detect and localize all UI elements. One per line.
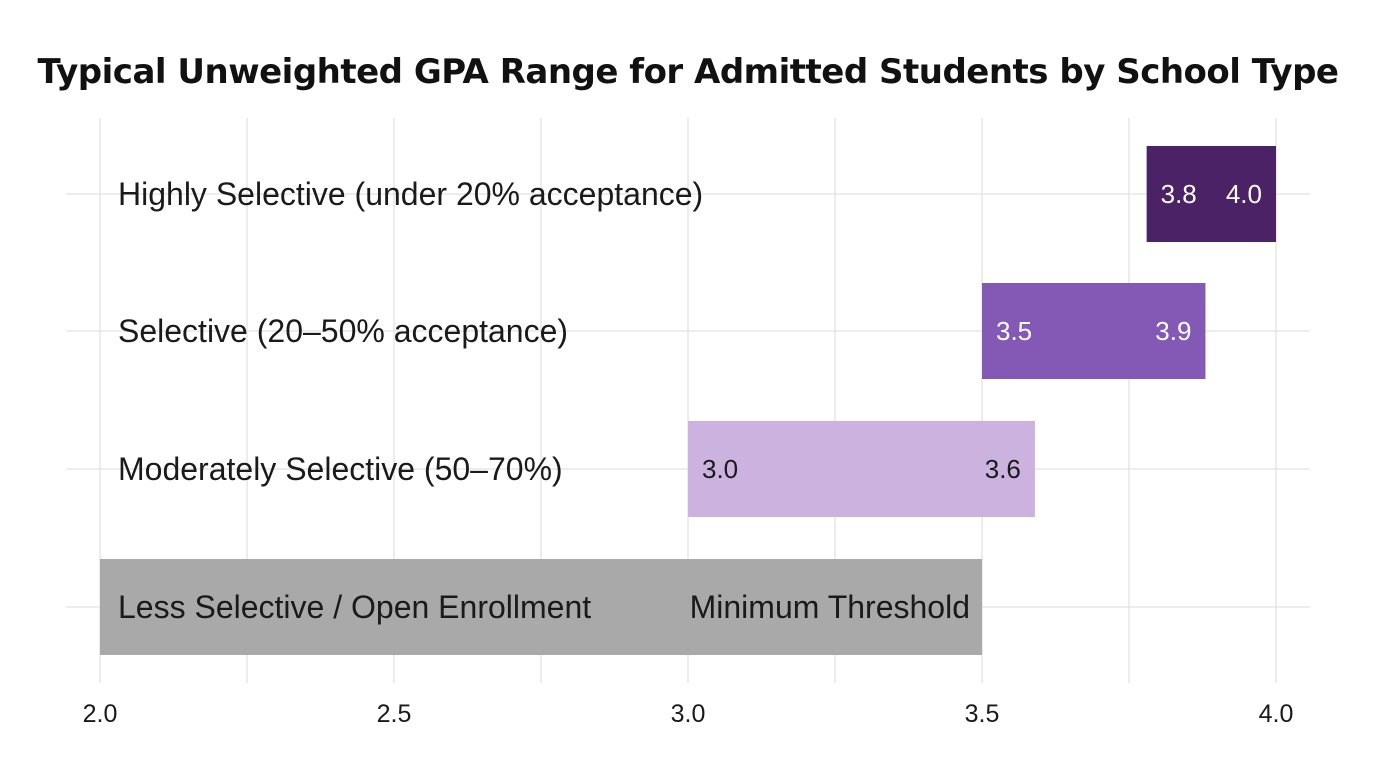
chart-title: Typical Unweighted GPA Range for Admitte… [37,52,1339,92]
range-bar [1146,146,1276,242]
x-tick-label: 3.0 [671,700,706,728]
range-bar [688,421,1035,517]
bar-low-label: 3.5 [996,316,1032,346]
range-bar [982,283,1206,379]
category-label: Moderately Selective (50–70%) [118,451,563,487]
x-axis: 2.0 2.5 3.0 3.5 4.0 [83,700,1294,728]
bar-high-label: 4.0 [1226,179,1262,209]
bar-low-label: 3.0 [702,454,738,484]
bar-high-label: 3.6 [985,454,1021,484]
x-tick-label: 2.5 [377,700,412,728]
x-tick-label: 3.5 [965,700,1000,728]
range-bar [100,559,982,655]
bar-note-label: Minimum Threshold [690,589,970,625]
category-label: Selective (20–50% acceptance) [118,313,568,349]
category-label: Highly Selective (under 20% acceptance) [118,176,703,212]
x-tick-label: 2.0 [83,700,118,728]
x-tick-label: 4.0 [1259,700,1294,728]
category-label: Less Selective / Open Enrollment [118,589,591,625]
label-layer: 3.8 4.0 3.5 3.9 3.0 3.6 Minimum Threshold Highl… [118,176,1262,625]
bar-high-label: 3.9 [1155,316,1191,346]
bar-low-label: 3.8 [1161,179,1197,209]
bar-layer [100,146,1276,655]
